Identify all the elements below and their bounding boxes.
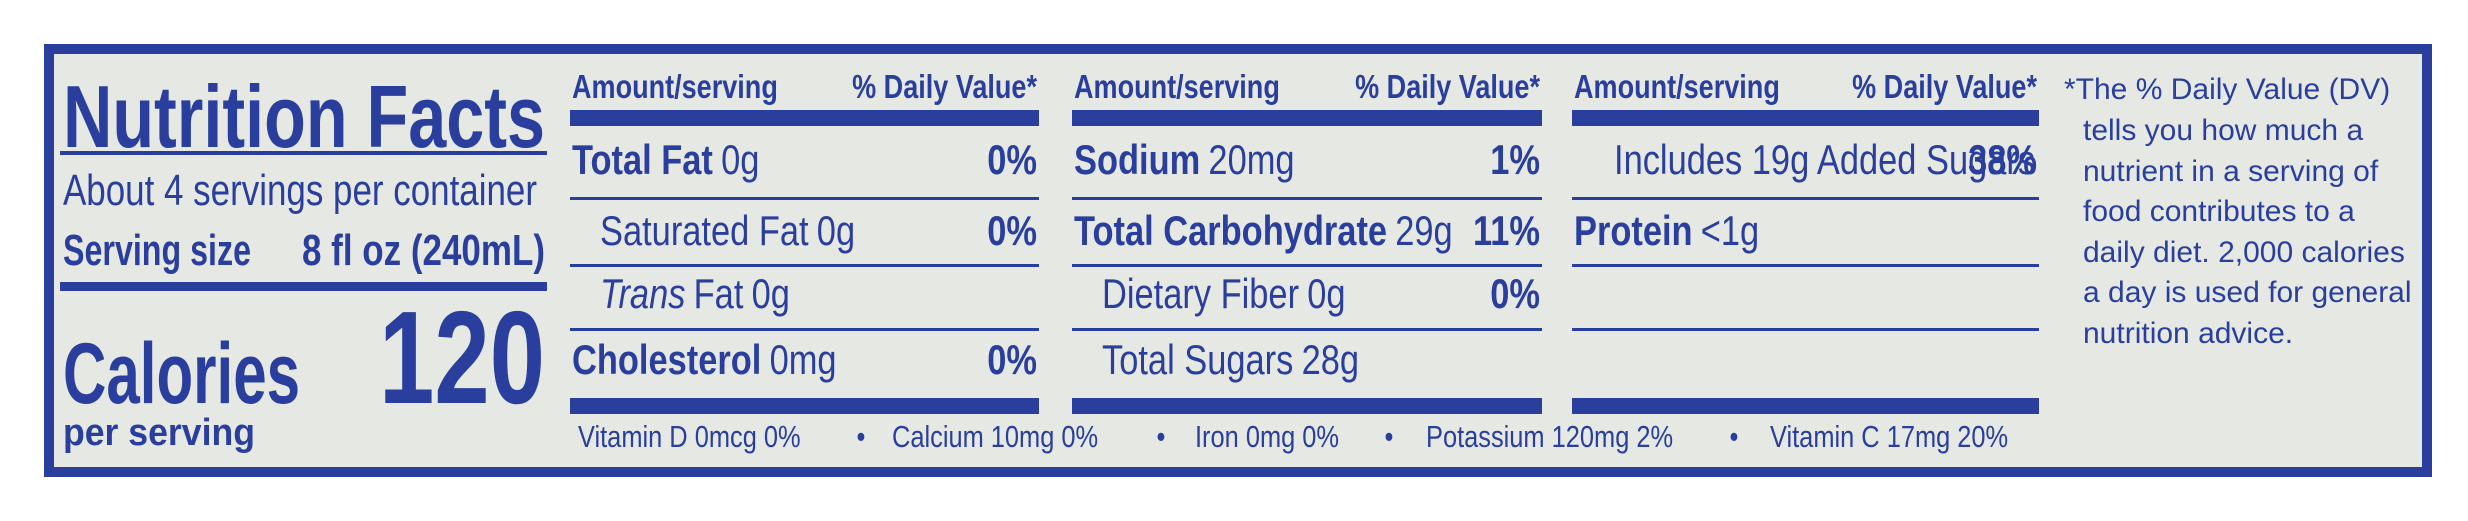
- serving-size: 8 fl oz (240mL): [302, 226, 545, 275]
- nutrient-row: Dietary Fiber 0g: [1102, 271, 1346, 318]
- footnote-line: tells you how much a: [2083, 114, 2363, 147]
- column-header: Amount/serving: [572, 70, 778, 106]
- rule: [60, 151, 547, 155]
- column-header: Amount/serving: [1574, 70, 1780, 106]
- column-header-dv: % Daily Value*: [852, 70, 1037, 106]
- nutrient-amount: 28g: [1302, 337, 1359, 384]
- rule: [1072, 197, 1542, 200]
- rule: [1572, 264, 2039, 267]
- micronutrient: Vitamin C 17mg 20%: [1770, 420, 2008, 455]
- rule: [570, 328, 1039, 331]
- separator: •: [1730, 420, 1739, 455]
- nutrient-row: Saturated Fat 0g: [600, 208, 855, 255]
- rule-thick: [60, 282, 547, 291]
- footnote-line: a day is used for general: [2083, 276, 2412, 309]
- footnote-line: nutrition advice.: [2083, 317, 2293, 350]
- nutrient-row: Total Fat 0g: [572, 137, 759, 184]
- rule: [1572, 197, 2039, 200]
- nutrient-amount: 0g: [817, 208, 855, 255]
- nutrient-amount: 29g: [1395, 208, 1452, 255]
- nutrient-name: Total Carbohydrate: [1074, 208, 1387, 255]
- column-header-dv: % Daily Value*: [1355, 70, 1540, 106]
- rule-thick: [1072, 110, 1542, 126]
- micronutrient: Potassium 120mg 2%: [1426, 420, 1673, 455]
- nutrient-row: Cholesterol 0mg: [572, 337, 837, 384]
- nutrient-amount: 0g: [752, 271, 790, 318]
- nutrient-name: Saturated Fat: [600, 208, 809, 255]
- column-header: Amount/serving: [1074, 70, 1280, 106]
- footnote-line: food contributes to a: [2083, 195, 2355, 228]
- nutrient-dv: 0%: [987, 337, 1037, 384]
- nutrient-dv: 0%: [987, 208, 1037, 255]
- nutrient-name: Sodium: [1074, 137, 1200, 184]
- rule-thick: [570, 110, 1039, 126]
- nutrient-dv: 38%: [1968, 137, 2037, 184]
- calories-label: Calories: [63, 326, 300, 422]
- micronutrient: Iron 0mg 0%: [1195, 420, 1339, 455]
- nutrient-row: Sodium 20mg: [1074, 137, 1295, 184]
- column-header-dv: % Daily Value*: [1852, 70, 2037, 106]
- rule: [1572, 328, 2039, 331]
- rule: [1072, 264, 1542, 267]
- rule-thick: [1572, 398, 2039, 414]
- rule-thick: [1072, 398, 1542, 414]
- rule: [1072, 328, 1542, 331]
- nutrient-dv: 0%: [1490, 271, 1540, 318]
- per-serving: per serving: [63, 412, 255, 454]
- footnote-line: nutrient in a serving of: [2083, 155, 2379, 188]
- rule: [570, 197, 1039, 200]
- nutrient-name: Protein: [1574, 208, 1693, 255]
- micronutrient: Calcium 10mg 0%: [892, 420, 1098, 455]
- nutrient-row: Protein <1g: [1574, 208, 1759, 255]
- nutrient-name: Includes 19g Added Sugars: [1614, 137, 2035, 184]
- separator: •: [857, 420, 866, 455]
- separator: •: [1385, 420, 1394, 455]
- separator: •: [1157, 420, 1166, 455]
- nutrient-amount: <1g: [1701, 208, 1759, 255]
- nutrient-amount: 20mg: [1208, 137, 1294, 184]
- nutrient-name: Total Sugars: [1102, 337, 1293, 384]
- nutrient-amount: 0mg: [770, 337, 837, 384]
- micronutrient: Vitamin D 0mcg 0%: [578, 420, 801, 455]
- serving-size-label: Serving size: [63, 226, 251, 275]
- nutrient-amount: 0g: [1307, 271, 1345, 318]
- nutrient-name: Total Fat: [572, 137, 713, 184]
- nutrient-row: Includes 19g Added Sugars: [1614, 137, 2035, 184]
- nutrient-name-italic: Trans: [600, 271, 685, 318]
- servings: About 4 servings per container: [63, 166, 537, 215]
- footnote-line: *The % Daily Value (DV): [2064, 73, 2390, 106]
- nutrient-row: Trans Fat 0g: [600, 271, 790, 318]
- rule-thick: [570, 398, 1039, 414]
- rule: [570, 264, 1039, 267]
- nutrient-amount: 0g: [721, 137, 759, 184]
- nutrient-name: Cholesterol: [572, 337, 761, 384]
- nutrient-name: Dietary Fiber: [1102, 271, 1299, 318]
- rule-thick: [1572, 110, 2039, 126]
- footnote-line: daily diet. 2,000 calories: [2083, 236, 2405, 269]
- title: Nutrition Facts: [63, 67, 545, 166]
- nutrient-name: Fat: [694, 271, 744, 318]
- calories-value: 120: [379, 284, 545, 431]
- nutrient-row: Total Carbohydrate 29g: [1074, 208, 1453, 255]
- nutrient-dv: 0%: [987, 137, 1037, 184]
- nutrient-dv: 1%: [1490, 137, 1540, 184]
- columns: Amount/serving% Daily Value*Total Fat 0g 0…: [570, 70, 2412, 455]
- nutrient-row: Total Sugars 28g: [1102, 337, 1359, 384]
- nutrient-dv: 11%: [1473, 208, 1540, 255]
